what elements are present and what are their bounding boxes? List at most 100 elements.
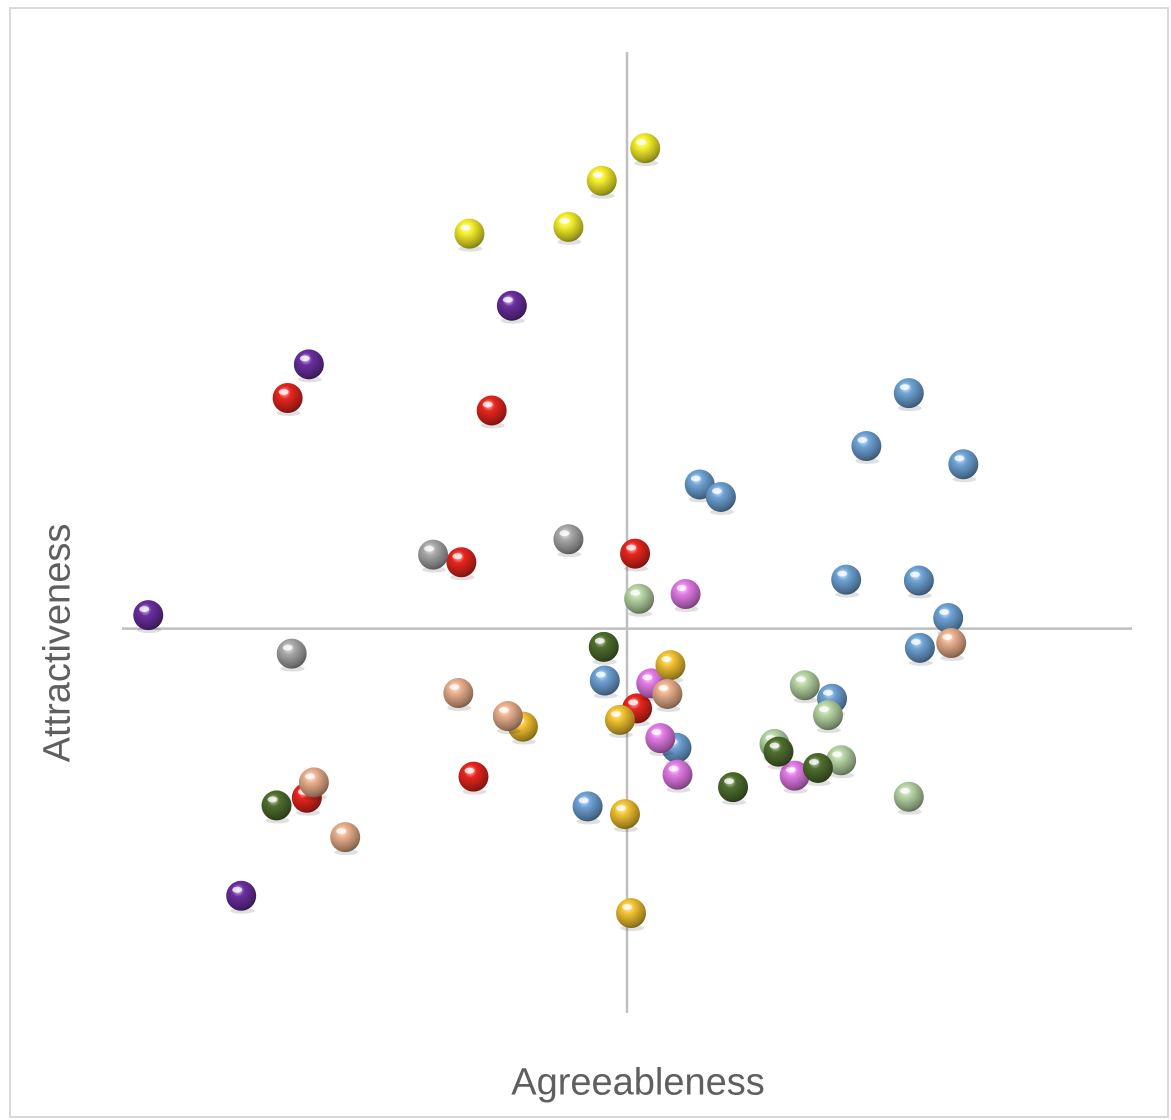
- scatter-point: [616, 898, 647, 929]
- scatter-point: [272, 382, 303, 413]
- point-highlight: [724, 778, 735, 785]
- point-highlight: [498, 707, 509, 714]
- scatter-point: [903, 565, 934, 596]
- scatter-point: [133, 600, 164, 631]
- point-highlight: [690, 475, 701, 482]
- scatter-point: [553, 211, 584, 242]
- point-highlight: [711, 487, 722, 494]
- x-axis-label: Agreeableness: [511, 1061, 765, 1104]
- point-highlight: [626, 544, 637, 551]
- point-highlight: [642, 674, 653, 681]
- point-highlight: [651, 729, 662, 736]
- point-highlight: [278, 388, 289, 395]
- scatter-point: [276, 638, 307, 669]
- point-highlight: [795, 676, 806, 683]
- point-highlight: [899, 787, 910, 794]
- point-highlight: [578, 797, 589, 804]
- scatter-point: [572, 791, 603, 822]
- point-highlight: [282, 644, 293, 651]
- point-highlight: [823, 689, 834, 696]
- point-highlight: [615, 805, 626, 812]
- scatter-point: [652, 678, 683, 709]
- point-highlight: [232, 886, 243, 893]
- point-highlight: [594, 637, 605, 644]
- scatter-point: [553, 524, 584, 555]
- scatter-point: [645, 723, 676, 754]
- point-highlight: [592, 171, 603, 178]
- point-highlight: [139, 606, 150, 613]
- scatter-point: [620, 538, 651, 569]
- point-highlight: [939, 609, 950, 616]
- point-highlight: [954, 455, 965, 462]
- scatter-point: [446, 547, 477, 578]
- point-highlight: [832, 751, 843, 758]
- scatter-point: [831, 564, 862, 595]
- point-highlight: [857, 437, 868, 444]
- scatter-point: [298, 767, 329, 798]
- point-highlight: [837, 570, 848, 577]
- point-highlight: [818, 706, 829, 713]
- scatter-point: [655, 650, 686, 681]
- point-highlight: [424, 545, 435, 552]
- scatter-point: [454, 218, 485, 249]
- point-highlight: [676, 585, 687, 592]
- scatter-point: [630, 133, 661, 164]
- scatter-point: [458, 761, 489, 792]
- scatter-point: [662, 759, 693, 790]
- point-highlight: [595, 671, 606, 678]
- point-highlight: [449, 683, 460, 690]
- point-highlight: [942, 634, 953, 641]
- scatter-point: [893, 378, 924, 409]
- point-highlight: [502, 296, 513, 303]
- point-highlight: [482, 401, 493, 408]
- scatter-point: [418, 539, 449, 570]
- point-highlight: [899, 384, 910, 391]
- point-highlight: [622, 904, 633, 911]
- scatter-point: [586, 165, 617, 196]
- scatter-point: [851, 431, 882, 462]
- scatter-point: [904, 632, 935, 663]
- y-axis-label: Attractiveness: [36, 523, 79, 763]
- point-highlight: [336, 828, 347, 835]
- point-highlight: [630, 589, 641, 596]
- scatter-point: [789, 670, 820, 701]
- point-highlight: [658, 684, 669, 691]
- scatter-point: [705, 481, 736, 512]
- scatter-point: [893, 781, 924, 812]
- point-highlight: [668, 765, 679, 772]
- scatter-point: [609, 799, 640, 830]
- point-highlight: [299, 355, 310, 362]
- scatter-point: [226, 880, 257, 911]
- scatter-point: [589, 665, 620, 696]
- point-highlight: [610, 710, 621, 717]
- point-highlight: [460, 224, 471, 231]
- chart-frame: [9, 7, 1169, 1118]
- point-highlight: [785, 766, 796, 773]
- point-highlight: [559, 217, 570, 224]
- point-highlight: [808, 758, 819, 765]
- point-highlight: [628, 699, 639, 706]
- point-highlight: [304, 773, 315, 780]
- scatter-point: [763, 736, 794, 767]
- point-highlight: [636, 139, 647, 146]
- scatter-point: [588, 631, 619, 662]
- data-points: [133, 133, 979, 932]
- point-highlight: [661, 656, 672, 663]
- scatter-point: [624, 583, 655, 614]
- point-highlight: [769, 742, 780, 749]
- point-highlight: [452, 553, 463, 560]
- scatter-point: [261, 790, 292, 821]
- scatter-point: [604, 704, 635, 735]
- scatter-point: [492, 701, 523, 732]
- point-highlight: [267, 796, 278, 803]
- scatter-point: [718, 772, 749, 803]
- scatter-point: [476, 395, 507, 426]
- scatter-point: [948, 449, 979, 480]
- point-highlight: [464, 767, 475, 774]
- point-highlight: [909, 571, 920, 578]
- scatter-point: [812, 700, 843, 731]
- scatter-point: [496, 290, 527, 321]
- scatter-point: [443, 677, 474, 708]
- point-highlight: [559, 530, 570, 537]
